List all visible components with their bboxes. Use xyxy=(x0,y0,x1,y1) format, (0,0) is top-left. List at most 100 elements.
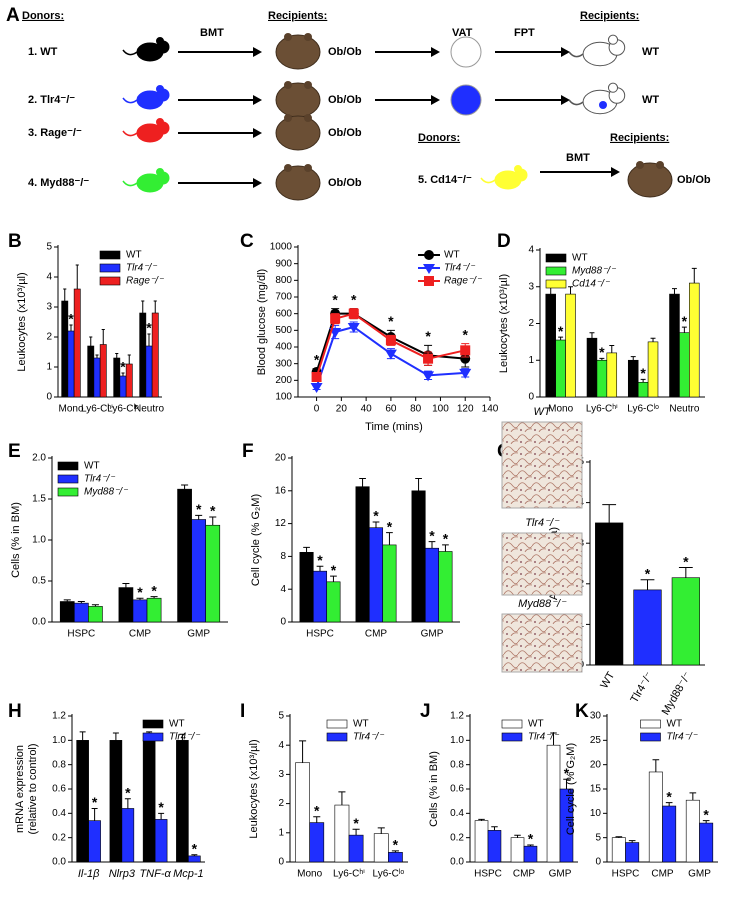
error-bar xyxy=(101,329,105,345)
arrow-head xyxy=(611,167,620,177)
y-tick-label: 25 xyxy=(590,735,602,746)
x-tick-label: 0 xyxy=(314,404,320,415)
error-bar xyxy=(330,575,337,582)
bar xyxy=(510,837,525,863)
significance: * xyxy=(125,784,131,800)
donor-label: 2. Tlr4⁻/⁻ xyxy=(28,94,75,106)
header: Recipients: xyxy=(610,132,669,144)
y-tick-label: 0.4 xyxy=(52,808,66,819)
y-tick-label: 4 xyxy=(280,584,286,595)
vat xyxy=(450,36,482,68)
bar xyxy=(438,551,453,623)
legend-swatch xyxy=(545,279,567,289)
significance: * xyxy=(120,359,126,375)
x-tick-label: Neutro xyxy=(669,404,699,415)
bar xyxy=(67,330,75,398)
bar xyxy=(382,544,397,623)
error-bar xyxy=(153,300,157,313)
bar xyxy=(118,587,134,623)
y-tick-label: 0 xyxy=(280,617,286,628)
y-tick-label: 15 xyxy=(590,784,602,795)
y-axis-label: Leukocytes (x10³/µl) xyxy=(498,274,510,373)
error-bar xyxy=(316,565,324,572)
x-tick-label: Ly6-Cˡᵒ xyxy=(373,869,405,880)
x-tick-label: GMP xyxy=(421,629,444,640)
y-tick-label: 0.2 xyxy=(52,832,66,843)
bar xyxy=(648,771,663,863)
legend-swatch xyxy=(57,487,79,497)
header: VAT xyxy=(452,27,473,39)
mouse-ear xyxy=(156,37,164,45)
bar xyxy=(679,332,690,398)
legend-label: Tlr4⁻/⁻ xyxy=(353,732,384,743)
y-axis-label: Leukocytes (x10³/µl) xyxy=(248,739,260,838)
obob-mouse xyxy=(275,82,321,118)
legend-label: WT xyxy=(353,719,369,730)
bar xyxy=(662,805,677,863)
significance: * xyxy=(92,794,98,810)
bar xyxy=(113,357,121,398)
y-tick-label: 3 xyxy=(278,769,284,780)
mouse-tail xyxy=(568,99,584,106)
y-tick-label: 3 xyxy=(46,302,52,313)
legend-swatch xyxy=(326,732,348,742)
error-bar xyxy=(121,372,125,376)
significance: * xyxy=(388,313,394,329)
error-bar xyxy=(69,324,73,331)
significance: * xyxy=(151,582,157,598)
line xyxy=(315,325,466,388)
vat-graft xyxy=(599,101,607,109)
bar xyxy=(637,381,649,398)
x-tick-label: HSPC xyxy=(474,869,502,880)
legend-label: Rage⁻/⁻ xyxy=(126,276,164,287)
obob-mouse xyxy=(275,34,321,70)
final-label: WT xyxy=(642,94,659,106)
line xyxy=(315,312,466,378)
error-bar xyxy=(681,326,687,333)
legend-swatch xyxy=(545,266,567,276)
error-bar xyxy=(209,516,217,526)
bar xyxy=(671,577,700,666)
y-tick-label: 2.0 xyxy=(32,453,46,464)
error-bar xyxy=(672,288,677,295)
significance: * xyxy=(393,837,399,853)
x-tick-label: 20 xyxy=(336,404,348,415)
panel-letter: F xyxy=(242,441,254,462)
x-tick-label: HSPC xyxy=(612,869,640,880)
y-tick-label: 3 xyxy=(528,281,534,292)
bar xyxy=(546,744,561,863)
header: Donors: xyxy=(418,132,460,144)
legend-swatch xyxy=(57,461,79,471)
y-tick-label: 800 xyxy=(275,275,292,286)
error-bar xyxy=(630,356,636,361)
error-bar xyxy=(63,599,71,602)
bar xyxy=(565,293,576,398)
error-bar xyxy=(652,759,660,772)
bar xyxy=(145,345,153,398)
y-tick-label: 10 xyxy=(590,808,602,819)
x-tick-label: TNF-α xyxy=(139,868,171,880)
obob-ear xyxy=(284,114,292,122)
error-bar xyxy=(352,828,360,836)
vat xyxy=(450,84,482,116)
error-bar xyxy=(442,544,449,552)
bar xyxy=(191,519,207,623)
y-tick-label: 600 xyxy=(275,308,292,319)
legend-label: Myd88⁻/⁻ xyxy=(84,487,128,498)
legend-label: Tlr4⁻/⁻ xyxy=(528,732,559,743)
y-axis-label: mRNA expression xyxy=(14,745,26,833)
error-bar xyxy=(691,267,697,284)
obob-mouse xyxy=(627,162,673,198)
significance: * xyxy=(558,323,564,339)
error-bar xyxy=(689,792,697,801)
error-bar xyxy=(63,288,67,301)
error-bar xyxy=(527,844,534,847)
error-bar xyxy=(550,732,557,746)
panel-letter: H xyxy=(8,701,22,722)
recipient-label: Ob/Ob xyxy=(328,177,362,189)
y-axis-label: Leukocytes (x10³/µl) xyxy=(16,272,28,371)
bar xyxy=(388,852,403,863)
significance: * xyxy=(528,831,534,847)
significance: * xyxy=(683,553,689,569)
